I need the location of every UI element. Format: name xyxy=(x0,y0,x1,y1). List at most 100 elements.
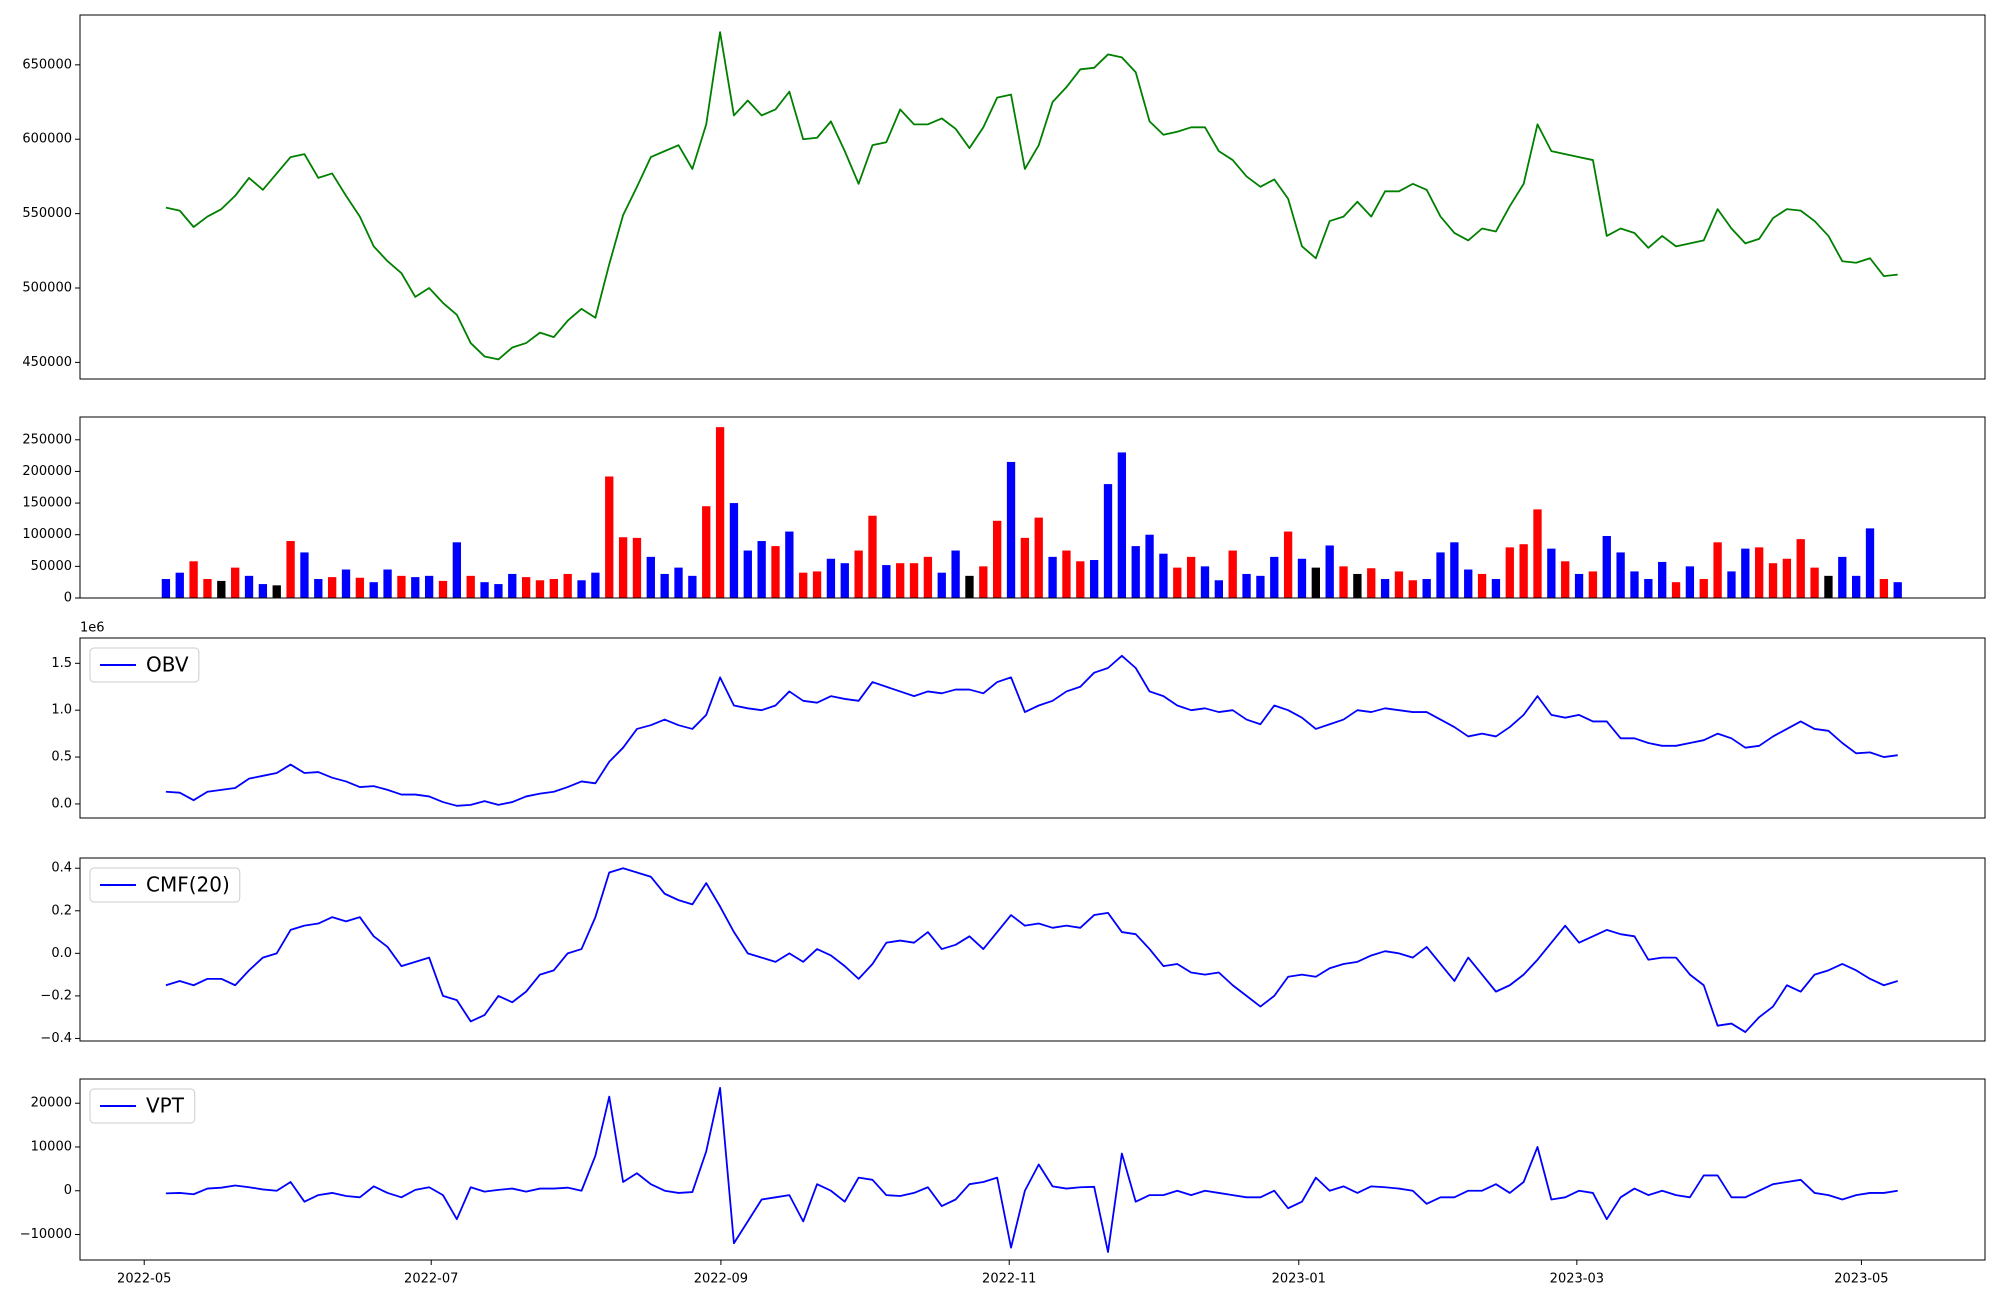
volume-bar xyxy=(1893,582,1902,598)
volume-bar xyxy=(951,550,960,598)
volume-bar xyxy=(480,582,489,598)
volume-bar xyxy=(1464,569,1473,598)
x-tick-label: 2022-05 xyxy=(117,1272,171,1287)
y-tick-label: 0 xyxy=(64,591,72,606)
volume-bar xyxy=(1865,528,1875,598)
volume-bar xyxy=(1200,566,1210,598)
volume-bar xyxy=(909,563,919,598)
volume-bar xyxy=(535,580,545,598)
volume-bar xyxy=(327,577,337,598)
axes-frame xyxy=(79,637,1986,819)
volume-bar xyxy=(1089,560,1099,598)
volume-bar xyxy=(1034,517,1043,598)
y-tick-label: 100000 xyxy=(22,527,72,542)
legend-box xyxy=(89,1088,196,1124)
volume-bar xyxy=(494,584,503,598)
volume-bar xyxy=(1616,552,1625,598)
y-tick-label: 0.2 xyxy=(51,903,72,918)
x-tick-label: 2022-11 xyxy=(982,1272,1036,1287)
volume-bar xyxy=(1713,542,1722,598)
volume-bar xyxy=(1519,544,1528,598)
panel: 450000 500000 550000 600000 650000 xyxy=(22,14,1986,380)
volume-bar xyxy=(1311,567,1320,598)
volume-bar xyxy=(1768,563,1778,598)
legend-box xyxy=(89,867,241,903)
volume-bar xyxy=(715,427,725,598)
volume-bar xyxy=(1339,566,1348,598)
y-tick-label: 600000 xyxy=(22,132,72,147)
volume-bar xyxy=(1394,571,1404,598)
legend-box xyxy=(89,647,200,683)
volume-bar xyxy=(785,531,794,598)
volume-bar xyxy=(1450,542,1459,598)
volume-bar xyxy=(1256,575,1265,598)
legend: OBV xyxy=(89,647,200,683)
volume-bar xyxy=(1658,561,1667,598)
volume-bar xyxy=(632,537,642,598)
volume-bar xyxy=(466,575,475,598)
volume-bar xyxy=(757,541,766,598)
y-tick-label: 1.5 xyxy=(51,656,72,671)
volume-bar xyxy=(1533,509,1542,598)
volume-bar xyxy=(1561,561,1570,598)
volume-bar xyxy=(1477,573,1487,598)
volume-bar xyxy=(1048,556,1057,598)
y-tick-label: 650000 xyxy=(22,57,72,72)
volume-bar xyxy=(175,572,184,598)
offset-text: 1e6 xyxy=(80,621,105,636)
y-tick-label: 0 xyxy=(64,1183,72,1198)
volume-bar xyxy=(1505,547,1514,598)
legend-label: VPT xyxy=(146,1094,185,1118)
volume-bar xyxy=(411,577,420,598)
volume-bar xyxy=(1574,573,1584,598)
volume-bar xyxy=(1325,545,1334,598)
volume-bar xyxy=(1228,550,1237,598)
volume-bar xyxy=(1145,534,1154,598)
volume-bar xyxy=(840,563,849,598)
y-tick-label: −0.2 xyxy=(40,988,72,1003)
volume-bar xyxy=(702,506,711,598)
x-tick-label: 2022-09 xyxy=(694,1272,748,1287)
x-tick-label: 2023-03 xyxy=(1550,1272,1604,1287)
axes-frame xyxy=(79,14,1986,380)
y-tick-label: 0.5 xyxy=(51,750,72,765)
volume-bar xyxy=(1602,535,1611,598)
volume-bar xyxy=(688,575,697,598)
volume-bar xyxy=(1117,452,1127,598)
volume-bar xyxy=(1076,561,1085,598)
volume-bar xyxy=(1270,556,1279,598)
volume-bar xyxy=(314,579,323,598)
volume-bar xyxy=(1297,558,1307,598)
volume-bar xyxy=(563,573,572,598)
volume-bar xyxy=(521,577,531,598)
volume-bar xyxy=(438,580,448,598)
volume-bar xyxy=(868,515,877,598)
volume-bar xyxy=(161,579,171,598)
panel: −0.4 −0.2 0.0 0.2 0.4 CMF(20) xyxy=(40,857,1986,1046)
series-line xyxy=(165,654,1898,807)
volume-bar xyxy=(1283,531,1293,598)
volume-bar xyxy=(1173,567,1182,598)
volume-bar xyxy=(1796,539,1805,598)
legend-label: CMF(20) xyxy=(146,873,230,897)
plot-area xyxy=(165,654,1898,807)
volume-bar xyxy=(1103,484,1113,598)
volume-bar xyxy=(771,546,780,598)
series-line xyxy=(165,31,1898,361)
y-tick-label: 250000 xyxy=(22,432,72,447)
x-tick-label: 2023-01 xyxy=(1272,1272,1326,1287)
panel: 0.0 0.5 1.0 1.5 1e6 OBV xyxy=(51,621,1986,819)
volume-bar xyxy=(1436,552,1445,598)
volume-bar xyxy=(1741,548,1750,598)
volume-bar xyxy=(1879,579,1889,598)
volume-bar xyxy=(965,575,974,598)
legend-label: OBV xyxy=(146,653,189,677)
volume-bar xyxy=(1159,553,1168,598)
x-tick-label: 2022-07 xyxy=(404,1272,458,1287)
volume-bar xyxy=(1491,579,1501,598)
volume-bar xyxy=(1186,556,1196,598)
volume-bar xyxy=(993,520,1002,598)
volume-bar xyxy=(923,556,933,598)
volume-bar xyxy=(1380,579,1390,598)
volume-bar xyxy=(1131,546,1140,598)
